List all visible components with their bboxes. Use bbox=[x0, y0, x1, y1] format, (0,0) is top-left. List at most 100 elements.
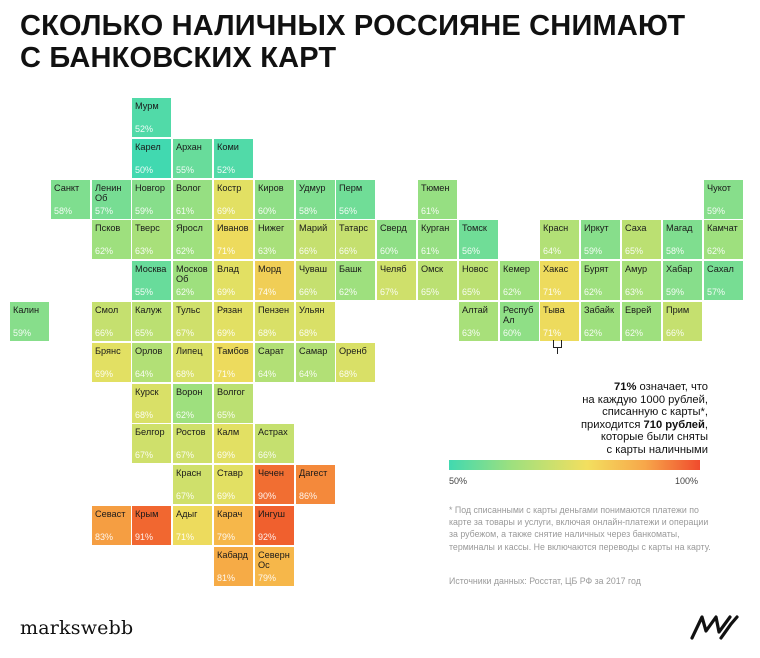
region-tile[interactable]: Тюмен 61% bbox=[418, 180, 457, 219]
region-tile[interactable]: Калуж 65% bbox=[132, 302, 171, 341]
region-tile[interactable]: Морд 74% bbox=[255, 261, 294, 300]
region-tile[interactable]: Дагест 86% bbox=[296, 465, 335, 504]
region-tile[interactable]: Калин 59% bbox=[10, 302, 49, 341]
region-tile[interactable]: Хабар 59% bbox=[663, 261, 702, 300]
region-percent: 68% bbox=[299, 328, 318, 338]
region-tile[interactable]: Марий 66% bbox=[296, 220, 335, 259]
region-percent: 62% bbox=[176, 287, 195, 297]
region-tile[interactable]: Курск 68% bbox=[132, 384, 171, 423]
region-percent: 79% bbox=[217, 532, 236, 542]
region-tile[interactable]: Забайк 62% bbox=[581, 302, 620, 341]
region-tile[interactable]: Москва 55% bbox=[132, 261, 171, 300]
region-tile[interactable]: Карел 50% bbox=[132, 139, 171, 178]
region-tile[interactable]: Самар 64% bbox=[296, 343, 335, 382]
region-tile[interactable]: Мурм 52% bbox=[132, 98, 171, 137]
region-tile[interactable]: Орлов 64% bbox=[132, 343, 171, 382]
region-tile[interactable]: Бурят 62% bbox=[581, 261, 620, 300]
region-tile[interactable]: Киров 60% bbox=[255, 180, 294, 219]
region-tile[interactable]: Яросл 62% bbox=[173, 220, 212, 259]
region-tile[interactable]: Курган 61% bbox=[418, 220, 457, 259]
region-tile[interactable]: Белгор 67% bbox=[132, 424, 171, 463]
region-tile[interactable]: Ростов 67% bbox=[173, 424, 212, 463]
region-tile[interactable]: Костр 69% bbox=[214, 180, 253, 219]
region-tile[interactable]: Иванов 71% bbox=[214, 220, 253, 259]
mw-logo-icon[interactable]: MW bbox=[690, 614, 740, 640]
region-tile[interactable]: Смол 66% bbox=[92, 302, 131, 341]
region-tile[interactable]: Хакас 71% bbox=[540, 261, 579, 300]
region-tile[interactable]: Сахал 57% bbox=[704, 261, 743, 300]
region-tile[interactable]: Амур 63% bbox=[622, 261, 661, 300]
region-tile[interactable]: Сверд 60% bbox=[377, 220, 416, 259]
region-tile[interactable]: Крым 91% bbox=[132, 506, 171, 545]
region-tile[interactable]: Пензен 68% bbox=[255, 302, 294, 341]
region-percent: 66% bbox=[666, 328, 685, 338]
region-tile[interactable]: Адыг 71% bbox=[173, 506, 212, 545]
region-tile[interactable]: Санкт 58% bbox=[51, 180, 90, 219]
region-tile[interactable]: Рязан 69% bbox=[214, 302, 253, 341]
region-tile[interactable]: Красн 64% bbox=[540, 220, 579, 259]
region-tile[interactable]: Чукот 59% bbox=[704, 180, 743, 219]
region-tile[interactable]: Северн Ос 79% bbox=[255, 547, 294, 586]
region-tile[interactable]: Коми 52% bbox=[214, 139, 253, 178]
region-name: Яросл bbox=[176, 223, 203, 233]
region-tile[interactable]: Татарс 66% bbox=[336, 220, 375, 259]
region-tile[interactable]: Псков 62% bbox=[92, 220, 131, 259]
region-tile[interactable]: Кабард 81% bbox=[214, 547, 253, 586]
region-tile[interactable]: Томск 56% bbox=[459, 220, 498, 259]
region-tile[interactable]: Кемер 62% bbox=[500, 261, 539, 300]
region-name: Омск bbox=[421, 264, 444, 274]
region-tile[interactable]: Карач 79% bbox=[214, 506, 253, 545]
region-tile[interactable]: Москов Об 62% bbox=[173, 261, 212, 300]
region-tile[interactable]: Волгог 65% bbox=[214, 384, 253, 423]
region-tile[interactable]: Перм 56% bbox=[336, 180, 375, 219]
region-tile[interactable]: Камчат 62% bbox=[704, 220, 743, 259]
region-name: Марий bbox=[299, 223, 328, 233]
region-tile[interactable]: Прим 66% bbox=[663, 302, 702, 341]
region-tile[interactable]: Сарат 64% bbox=[255, 343, 294, 382]
region-percent: 68% bbox=[339, 369, 358, 379]
region-name: Волог bbox=[176, 183, 201, 193]
region-tile[interactable]: Удмур 58% bbox=[296, 180, 335, 219]
brand-wordmark[interactable]: markswebb bbox=[20, 617, 134, 639]
region-tile[interactable]: Чечен 90% bbox=[255, 465, 294, 504]
region-tile[interactable]: Башк 62% bbox=[336, 261, 375, 300]
region-tile[interactable]: Севаст 83% bbox=[92, 506, 131, 545]
region-tile[interactable]: Челяб 67% bbox=[377, 261, 416, 300]
region-tile[interactable]: Оренб 68% bbox=[336, 343, 375, 382]
region-name: Пензен bbox=[258, 305, 290, 315]
region-tile[interactable]: Ленин Об 57% bbox=[92, 180, 131, 219]
region-tile[interactable]: Тыва 71% bbox=[540, 302, 579, 341]
region-tile[interactable]: Волог 61% bbox=[173, 180, 212, 219]
region-tile[interactable]: Новос 65% bbox=[459, 261, 498, 300]
region-tile[interactable]: Ингуш 92% bbox=[255, 506, 294, 545]
region-tile[interactable]: Влад 69% bbox=[214, 261, 253, 300]
region-tile[interactable]: Красн 67% bbox=[173, 465, 212, 504]
region-tile[interactable]: Липец 68% bbox=[173, 343, 212, 382]
region-tile[interactable]: Чуваш 66% bbox=[296, 261, 335, 300]
region-tile[interactable]: Калм 69% bbox=[214, 424, 253, 463]
region-tile[interactable]: Ставр 69% bbox=[214, 465, 253, 504]
region-tile[interactable]: Астрах 66% bbox=[255, 424, 294, 463]
region-name: Чукот bbox=[707, 183, 731, 193]
region-tile[interactable]: Новгор 59% bbox=[132, 180, 171, 219]
region-name: Ульян bbox=[299, 305, 325, 315]
region-tile[interactable]: Респуб Ал 60% bbox=[500, 302, 539, 341]
region-percent: 62% bbox=[584, 328, 603, 338]
region-tile[interactable]: Ульян 68% bbox=[296, 302, 335, 341]
region-tile[interactable]: Тамбов 71% bbox=[214, 343, 253, 382]
region-tile[interactable]: Иркут 59% bbox=[581, 220, 620, 259]
region-percent: 69% bbox=[217, 206, 236, 216]
region-tile[interactable]: Омск 65% bbox=[418, 261, 457, 300]
region-name: Курск bbox=[135, 387, 159, 397]
region-tile[interactable]: Архан 55% bbox=[173, 139, 212, 178]
region-tile[interactable]: Нижег 63% bbox=[255, 220, 294, 259]
region-percent: 67% bbox=[176, 450, 195, 460]
region-tile[interactable]: Магад 58% bbox=[663, 220, 702, 259]
region-tile[interactable]: Брянс 69% bbox=[92, 343, 131, 382]
region-tile[interactable]: Тверс 63% bbox=[132, 220, 171, 259]
region-tile[interactable]: Ворон 62% bbox=[173, 384, 212, 423]
region-tile[interactable]: Алтай 63% bbox=[459, 302, 498, 341]
region-tile[interactable]: Саха 65% bbox=[622, 220, 661, 259]
region-tile[interactable]: Еврей 62% bbox=[622, 302, 661, 341]
region-tile[interactable]: Тульс 67% bbox=[173, 302, 212, 341]
